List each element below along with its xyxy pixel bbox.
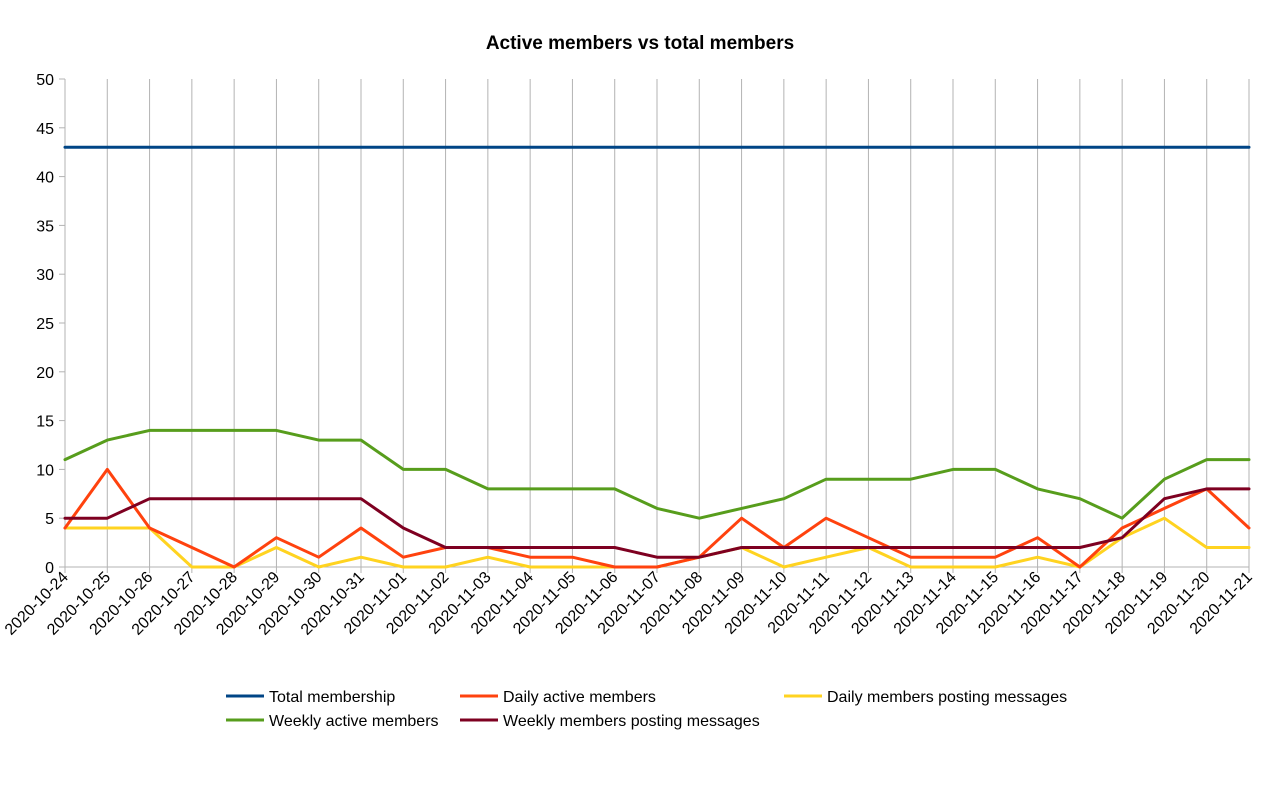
legend-label-total-membership: Total membership [269,689,395,706]
legend-label-weekly-members-posting-messages: Weekly members posting messages [503,713,760,730]
y-tick-label: 20 [36,365,54,382]
y-tick-label: 5 [45,511,54,528]
y-tick-label: 50 [36,72,54,89]
y-axis: 0 5 10 15 20 25 30 35 40 45 50 [36,72,65,577]
series-line-weekly-active-members [63,428,1251,520]
legend-label-weekly-active-members: Weekly active members [269,713,439,730]
plot-area [63,145,1251,569]
x-axis: 2020-10-242020-10-252020-10-262020-10-27… [2,569,1256,639]
y-tick-label: 10 [36,462,54,479]
series-line-weekly-members-posting-messages [63,487,1251,559]
y-tick-label: 0 [45,560,54,577]
legend: Total membership Daily active members Dail… [226,689,1067,730]
y-tick-label: 15 [36,414,54,431]
y-tick-label: 45 [36,121,54,138]
y-tick-label: 30 [36,267,54,284]
legend-label-daily-members-posting-messages: Daily members posting messages [827,689,1067,706]
legend-label-daily-active-members: Daily active members [503,689,656,706]
y-tick-label: 25 [36,316,54,333]
chart-title: Active members vs total members [486,33,794,54]
y-tick-label: 40 [36,170,54,187]
y-tick-label: 35 [36,218,54,235]
grid-lines [59,79,1250,573]
